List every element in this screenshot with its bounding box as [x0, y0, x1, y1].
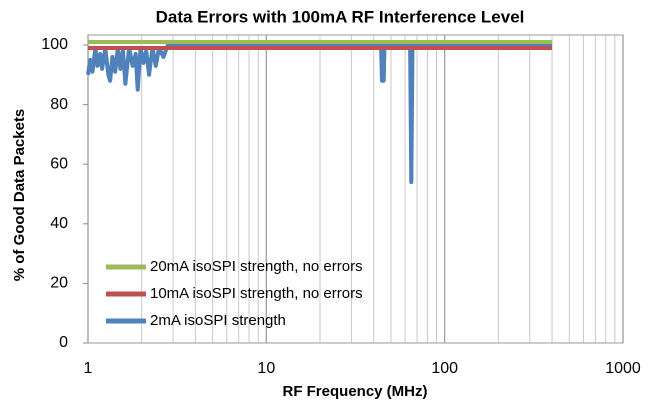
y-tick-label: 60 — [50, 155, 68, 172]
x-tick-label: 10 — [257, 360, 275, 377]
y-tick-label: 0 — [59, 334, 68, 351]
legend-label: 10mA isoSPI strength, no errors — [150, 285, 363, 302]
x-tick-label: 1000 — [605, 360, 641, 377]
y-tick-label: 80 — [50, 96, 68, 113]
y-axis-label: % of Good Data Packets — [11, 109, 28, 282]
y-tick-label: 20 — [50, 275, 68, 292]
legend-label: 20mA isoSPI strength, no errors — [150, 258, 363, 275]
plot-frame — [87, 34, 624, 344]
chart-title: Data Errors with 100mA RF Interference L… — [156, 7, 525, 26]
y-tick-label: 100 — [41, 36, 68, 53]
x-tick-label: 100 — [431, 360, 458, 377]
series-line — [86, 43, 553, 185]
y-tick-label: 40 — [50, 215, 68, 232]
x-tick-label: 1 — [84, 360, 93, 377]
legend-label: 2mA isoSPI strength — [150, 312, 286, 329]
x-axis-label: RF Frequency (MHz) — [282, 383, 427, 400]
